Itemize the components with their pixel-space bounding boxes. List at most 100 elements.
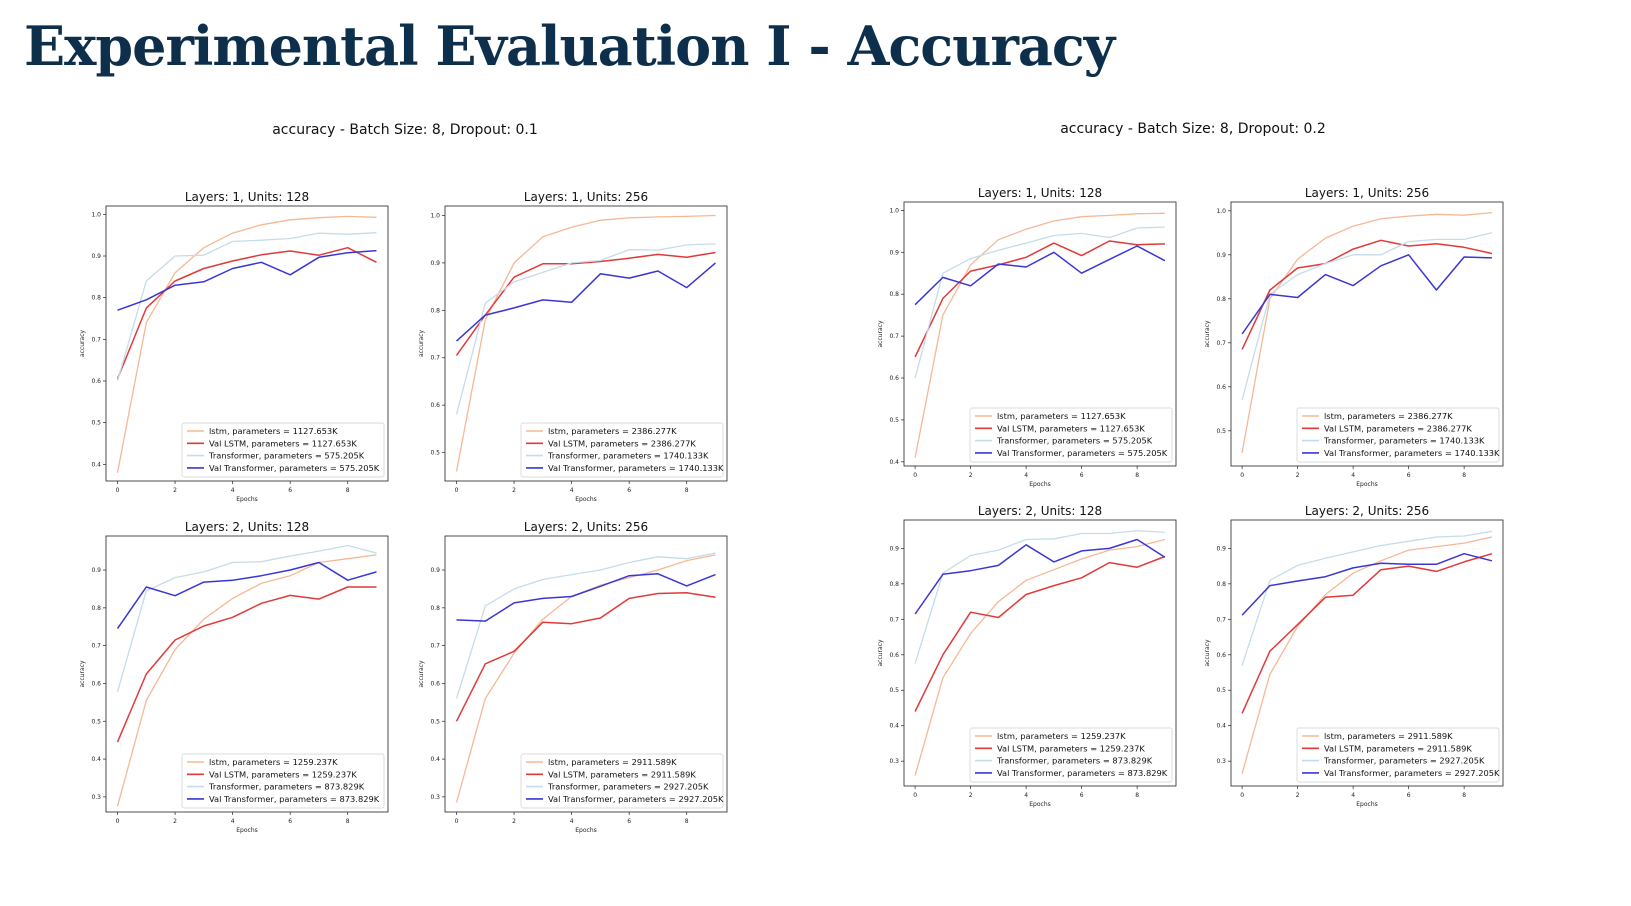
y-tick-label: 0.5: [889, 417, 899, 424]
legend-box: [969, 407, 1173, 463]
x-tick-label: 8: [346, 818, 350, 825]
x-tick-label: 0: [913, 472, 917, 479]
y-tick-label: 0.9: [91, 253, 101, 260]
y-tick-label: 0.8: [889, 581, 899, 588]
x-tick-label: 8: [1462, 792, 1466, 799]
y-tick-label: 0.4: [430, 756, 440, 763]
chart-title: Layers: 2, Units: 256: [524, 520, 648, 534]
series-line-lstm: [116, 554, 377, 807]
y-tick-label: 0.8: [91, 605, 101, 612]
chart-7: Layers: 2, Units: 128 0 2 4 6 8 0.3 0.4 0.5 0.6 0.…: [877, 504, 1177, 808]
y-tick-label: 0.7: [430, 643, 440, 650]
x-tick-label: 2: [173, 818, 177, 825]
y-tick-label: 1.0: [430, 212, 440, 219]
y-tick-label: 0.8: [889, 291, 899, 298]
y-tick-label: 0.6: [1216, 384, 1226, 391]
y-axis-label: accuracy: [877, 639, 884, 667]
series-line-val-lstm: [455, 251, 716, 356]
legend-entry: lstm, parameters = 2386.277K: [548, 426, 677, 436]
x-tick-label: 6: [1407, 472, 1411, 479]
legend-entry: Val Transformer, parameters = 873.829K: [997, 768, 1168, 778]
x-tick-label: 0: [116, 818, 120, 825]
legend-entry: Val LSTM, parameters = 2911.589K: [548, 769, 696, 779]
y-axis-label: accuracy: [418, 330, 425, 358]
chart-8: Layers: 2, Units: 256 0 2 4 6 8 0.3 0.4 0.5 0.6 0.…: [1204, 504, 1504, 808]
plot-frame: [105, 535, 389, 813]
x-tick-label: 8: [1135, 792, 1139, 799]
y-tick-label: 0.6: [430, 680, 440, 687]
plot-frame: [903, 519, 1177, 787]
legend-entry: Val Transformer, parameters = 1740.133K: [1324, 448, 1500, 458]
y-tick-label: 0.4: [889, 459, 899, 466]
chart-title: Layers: 1, Units: 256: [524, 190, 648, 204]
legend-entry: lstm, parameters = 1127.653K: [209, 426, 338, 436]
series-line-transformer: [1241, 232, 1493, 401]
legend-box: [1296, 407, 1500, 463]
legend-entry: Transformer, parameters = 2927.205K: [547, 782, 709, 792]
x-tick-label: 6: [1080, 472, 1084, 479]
y-tick-label: 0.8: [1216, 581, 1226, 588]
x-tick-label: 4: [1024, 472, 1028, 479]
legend-entry: Transformer, parameters = 2927.205K: [1323, 756, 1485, 766]
plot-frame: [444, 535, 728, 813]
group-title-dropout-0-1: accuracy - Batch Size: 8, Dropout: 0.1: [272, 122, 538, 138]
x-tick-label: 6: [1080, 792, 1084, 799]
series-line-val-transformer: [1241, 254, 1492, 335]
x-tick-label: 2: [969, 472, 973, 479]
y-tick-label: 0.7: [889, 616, 899, 623]
x-tick-label: 6: [1407, 792, 1411, 799]
legend-entry: Val LSTM, parameters = 1127.653K: [997, 423, 1145, 433]
legend-box: [181, 753, 385, 809]
legend: lstm, parameters = 1127.653K Val LSTM, pa…: [969, 407, 1173, 463]
x-tick-label: 0: [455, 487, 459, 494]
y-tick-label: 0.7: [889, 333, 899, 340]
series-line-val-lstm: [914, 555, 1166, 712]
series-line-val-transformer: [914, 538, 1166, 615]
legend: lstm, parameters = 1259.237K Val LSTM, pa…: [181, 753, 385, 809]
plot-frame: [903, 201, 1177, 467]
series-line-val-lstm: [116, 246, 377, 380]
y-tick-label: 0.6: [91, 378, 101, 385]
legend: lstm, parameters = 1127.653K Val LSTM, pa…: [181, 422, 385, 478]
legend-entry: Transformer, parameters = 575.205K: [996, 436, 1153, 446]
x-tick-label: 4: [231, 818, 235, 825]
y-tick-label: 0.8: [430, 307, 440, 314]
x-axis-label: Epochs: [1029, 481, 1051, 488]
y-axis-label: accuracy: [418, 660, 425, 688]
series-line-lstm: [455, 214, 716, 472]
legend-entry: Val Transformer, parameters = 2927.205K: [1324, 768, 1500, 778]
series-line-lstm: [1241, 536, 1493, 774]
legend: lstm, parameters = 1259.237K Val LSTM, pa…: [969, 727, 1173, 783]
y-tick-label: 0.8: [91, 295, 101, 302]
x-tick-label: 4: [1351, 792, 1355, 799]
x-tick-label: 6: [288, 818, 292, 825]
series-line-val-lstm: [455, 591, 716, 722]
x-tick-label: 0: [913, 792, 917, 799]
y-tick-label: 0.6: [1216, 652, 1226, 659]
legend-entry: Transformer, parameters = 1740.133K: [1323, 436, 1485, 446]
y-tick-label: 0.6: [889, 652, 899, 659]
x-tick-label: 0: [1240, 792, 1244, 799]
legend-entry: lstm, parameters = 2386.277K: [1324, 411, 1453, 421]
legend: lstm, parameters = 2911.589K Val LSTM, pa…: [1296, 727, 1500, 783]
y-tick-label: 0.5: [430, 450, 440, 457]
chart-2: Layers: 1, Units: 256 0 2 4 6 8 0.5 0.6 0.7 0.8 0.…: [418, 190, 728, 503]
x-tick-label: 8: [1462, 472, 1466, 479]
y-axis-label: accuracy: [79, 330, 86, 358]
y-tick-label: 0.5: [430, 718, 440, 725]
y-tick-label: 0.3: [91, 794, 101, 801]
chart-6: Layers: 1, Units: 256 0 2 4 6 8 0.5 0.6 0.7 0.8 0.…: [1204, 186, 1504, 488]
x-tick-label: 0: [1240, 472, 1244, 479]
y-tick-label: 0.9: [1216, 252, 1226, 259]
x-tick-label: 2: [969, 792, 973, 799]
chart-title: Layers: 1, Units: 128: [185, 190, 309, 204]
plot-frame: [444, 205, 728, 482]
y-tick-label: 0.6: [889, 375, 899, 382]
legend-entry: Val LSTM, parameters = 2911.589K: [1324, 743, 1472, 753]
x-axis-label: Epochs: [575, 827, 597, 834]
y-axis-label: accuracy: [1204, 639, 1211, 667]
y-tick-label: 0.5: [91, 718, 101, 725]
series-line-val-transformer: [455, 262, 716, 342]
x-axis-label: Epochs: [575, 496, 597, 503]
x-tick-label: 6: [288, 487, 292, 494]
